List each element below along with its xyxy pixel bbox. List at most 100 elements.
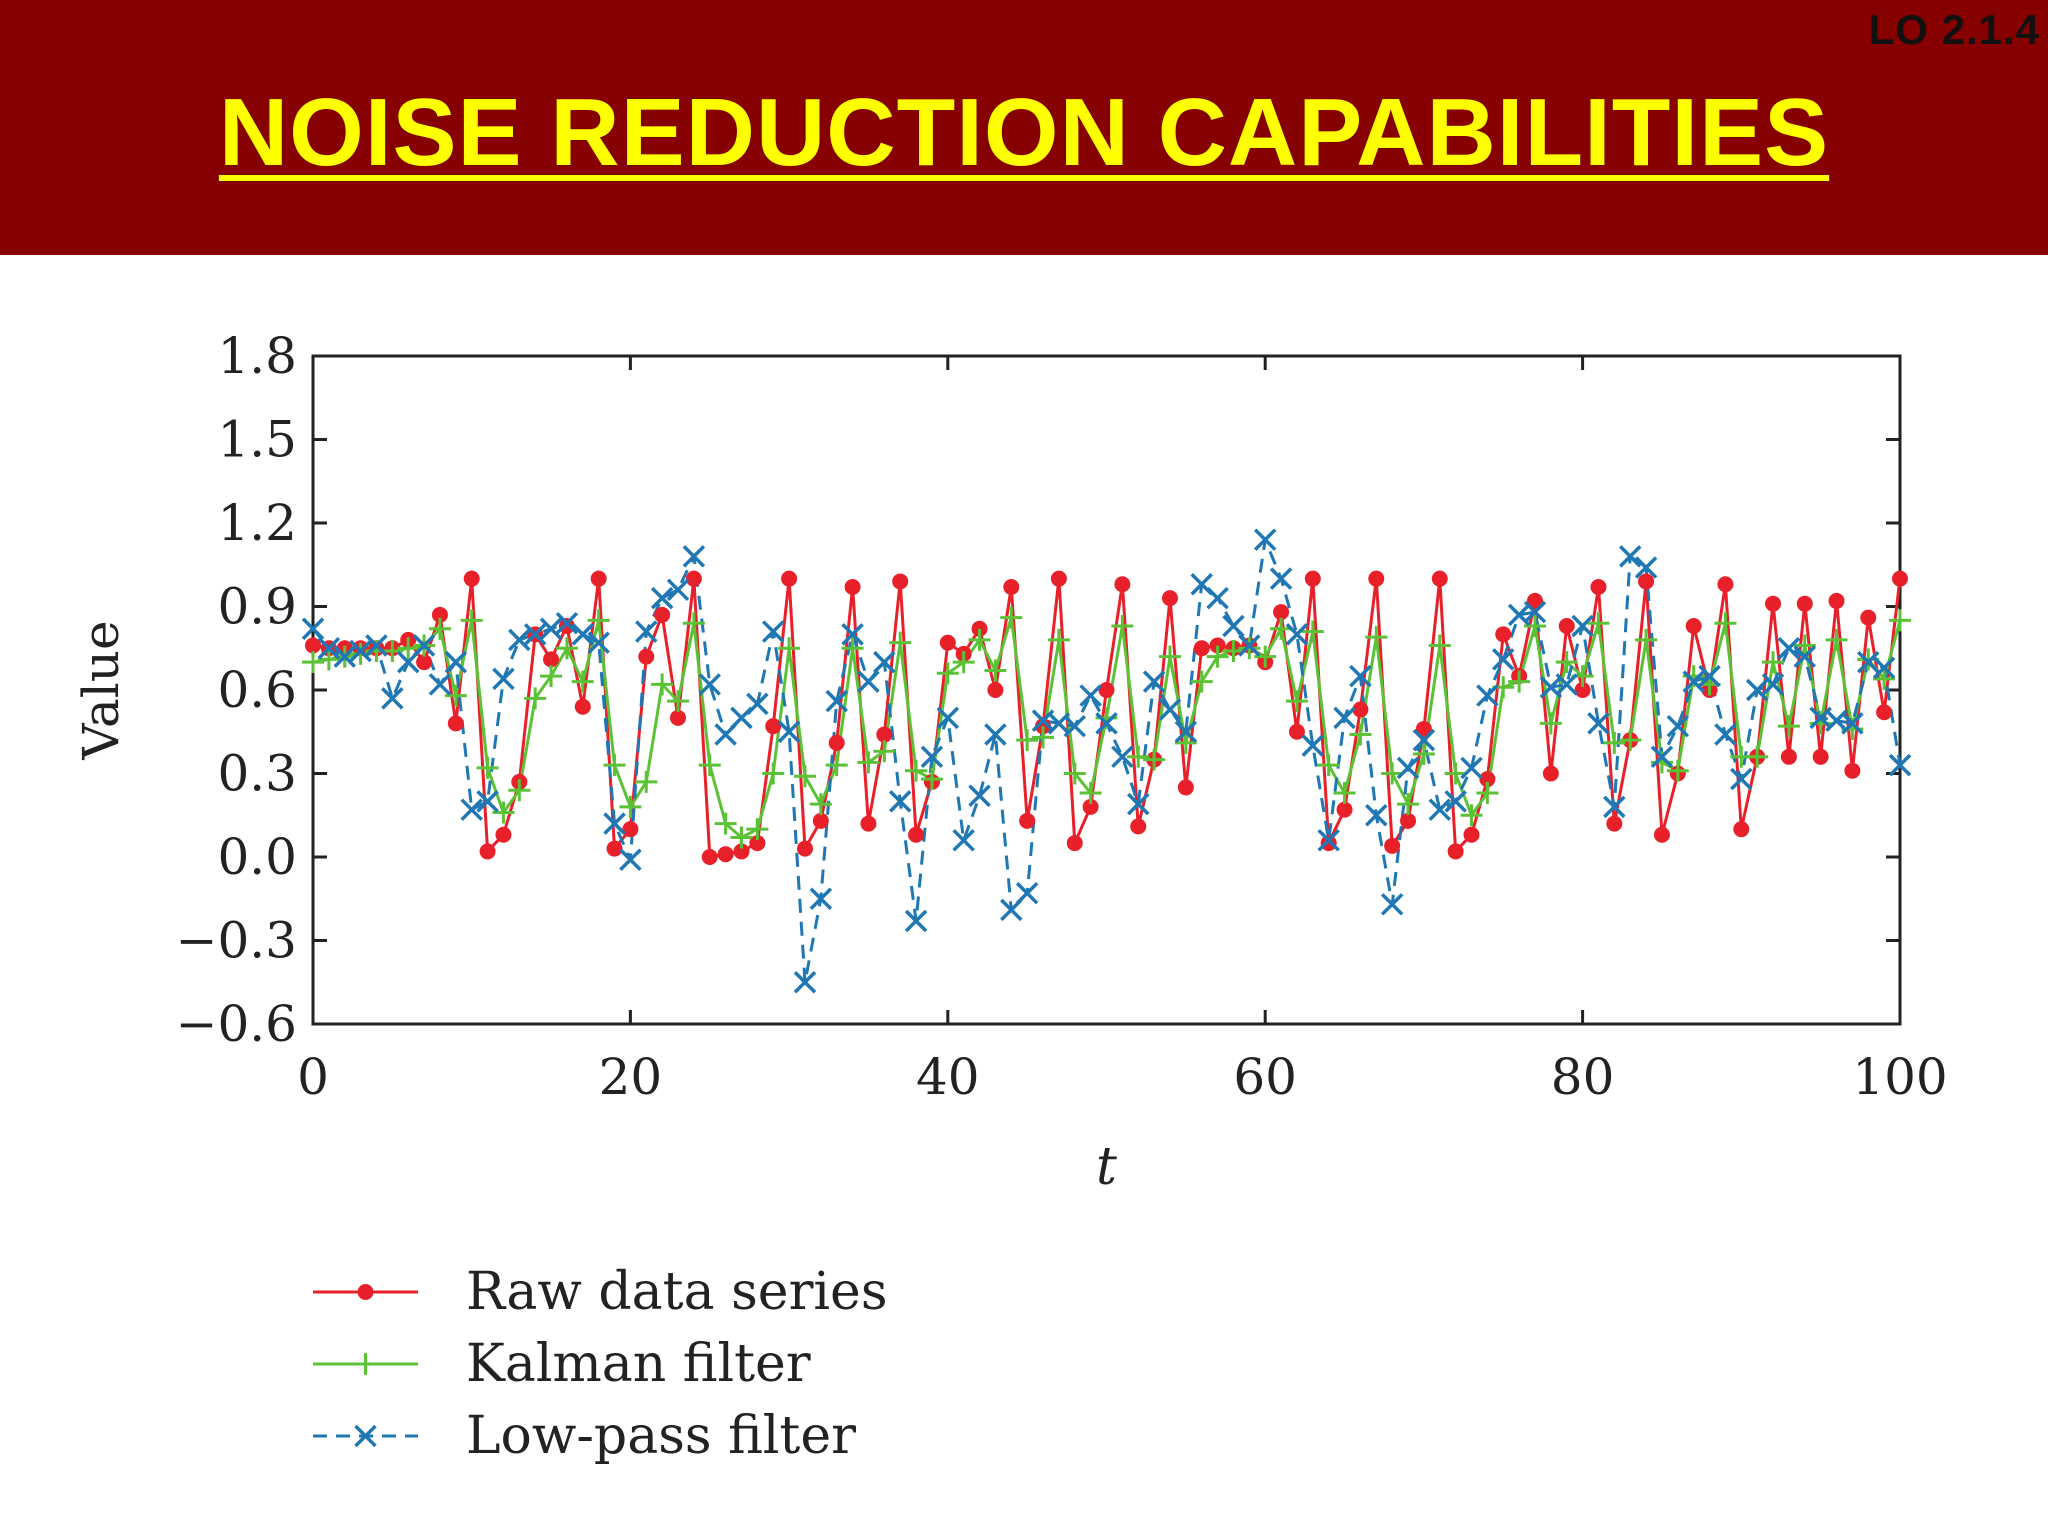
kalman-point — [889, 631, 912, 654]
raw-data-point — [796, 840, 813, 857]
raw-data-point — [1368, 570, 1385, 587]
raw-data-point — [1098, 682, 1115, 698]
kalman-point — [730, 826, 753, 849]
kalman-point — [793, 765, 816, 788]
raw-data-point — [971, 620, 988, 637]
raw-data-point — [638, 648, 655, 665]
kalman-point — [444, 684, 467, 707]
raw-data-point — [765, 718, 782, 735]
kalman-point — [1174, 731, 1197, 754]
kalman-point — [1539, 712, 1562, 735]
raw-data-point — [1161, 590, 1178, 607]
kalman-point — [667, 690, 690, 713]
lowpass-point — [1412, 728, 1436, 752]
kalman-point — [1523, 614, 1546, 637]
raw-data-point — [1638, 573, 1655, 590]
lowpass-point — [1634, 556, 1658, 579]
raw-data-point — [1447, 843, 1464, 860]
kalman-point — [1619, 729, 1642, 752]
raw-data-point — [1209, 637, 1226, 654]
lowpass-point — [1730, 767, 1753, 791]
kalman-point — [1777, 715, 1800, 738]
kalman-point — [1206, 645, 1229, 668]
lowpass-point — [1317, 829, 1340, 852]
raw-data-point — [1574, 682, 1591, 698]
lowpass-point — [1253, 528, 1277, 551]
kalman-point — [428, 617, 451, 640]
raw-data-point — [1400, 812, 1417, 829]
raw-data-point — [749, 835, 766, 852]
kalman-point — [651, 673, 674, 696]
lowpass-point — [1063, 714, 1086, 738]
raw-data-point — [1717, 576, 1734, 593]
raw-data-point — [654, 606, 671, 623]
legend-marker — [354, 1353, 377, 1375]
kalman-point — [873, 740, 896, 763]
kalman-point — [1889, 609, 1911, 632]
raw-data-point — [717, 846, 734, 863]
raw-data-point — [1733, 821, 1750, 838]
kalman-point — [1762, 651, 1785, 674]
raw-data-point — [860, 815, 877, 832]
lowpass-point — [1396, 756, 1420, 780]
lowpass-point — [476, 790, 499, 813]
lowpass-point — [1174, 720, 1198, 743]
lowpass-point — [825, 689, 848, 713]
kalman-point — [1079, 781, 1102, 804]
raw-data-point — [1685, 617, 1702, 634]
lowpass-point — [777, 720, 801, 743]
raw-data-point — [1479, 771, 1496, 788]
kalman-point — [1412, 743, 1435, 766]
lowpass-point — [984, 723, 1007, 746]
raw-data-point — [844, 579, 861, 596]
raw-data-point — [876, 726, 893, 743]
kalman-point — [682, 612, 705, 635]
kalman-point — [984, 659, 1007, 682]
lowpass-point — [904, 909, 928, 933]
lowpass-point — [1698, 664, 1721, 688]
raw-data-point — [1653, 826, 1670, 843]
lowpass-point — [1793, 645, 1817, 668]
lowpass-point — [619, 848, 642, 872]
lowpass-point — [1428, 798, 1452, 821]
lowpass-point — [1349, 664, 1372, 688]
lowpass-point — [698, 673, 721, 696]
y-tick-label: 0.3 — [217, 745, 297, 803]
lowpass-point — [1618, 545, 1642, 568]
raw-data-point — [1019, 812, 1036, 829]
raw-data-point — [908, 826, 925, 843]
lowpass-point — [1682, 670, 1705, 693]
kalman-point — [1603, 731, 1626, 754]
kalman-point — [746, 818, 769, 841]
lowpass-point — [761, 620, 785, 643]
lowpass-point — [1603, 795, 1626, 819]
raw-data-point — [305, 637, 321, 654]
x-tick-label: 80 — [1551, 1048, 1615, 1106]
lowpass-point — [571, 623, 595, 646]
kalman-point — [1508, 670, 1531, 693]
lowpass-point — [1222, 614, 1245, 638]
legend-label: Kalman filter — [466, 1334, 811, 1394]
kalman-point — [1063, 762, 1086, 785]
raw-data-point — [1177, 779, 1194, 796]
lowpass-point — [555, 611, 579, 635]
x-tick-label: 100 — [1852, 1048, 1947, 1106]
kalman-point — [1381, 762, 1404, 785]
raw-data-point — [1892, 570, 1908, 587]
raw-data-point — [558, 617, 575, 634]
raw-data-point — [939, 634, 956, 651]
raw-data-point — [1463, 826, 1480, 843]
raw-data-point — [1526, 592, 1543, 609]
lowpass-point — [841, 623, 864, 646]
lowpass-point — [1841, 712, 1864, 735]
lowpass-point — [1285, 623, 1309, 646]
raw-data-point — [1590, 579, 1607, 596]
kalman-point — [1397, 793, 1420, 816]
x-axis-label: t — [1096, 1137, 1117, 1197]
lowpass-point — [603, 812, 626, 835]
raw-data-point — [1495, 626, 1512, 643]
kalman-point — [1825, 628, 1848, 651]
y-axis-label: Value — [72, 620, 130, 760]
y-tick-label: −0.6 — [176, 995, 297, 1053]
